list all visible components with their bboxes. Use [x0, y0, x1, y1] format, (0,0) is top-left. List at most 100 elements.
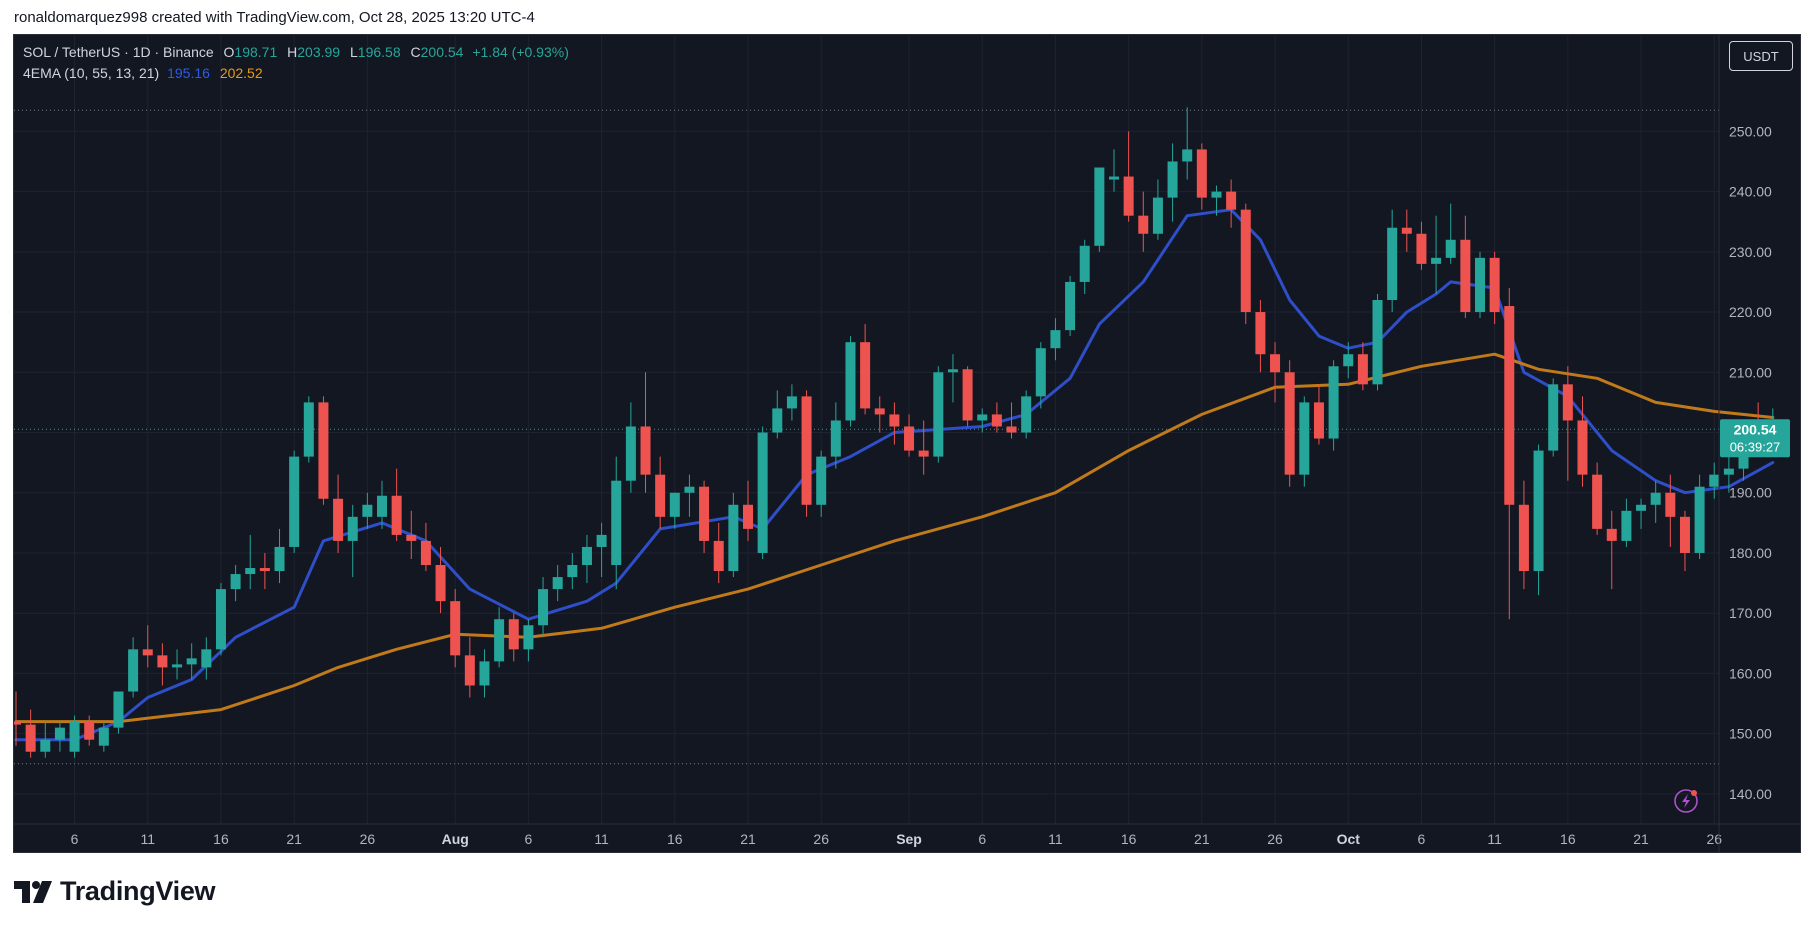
- candle: [69, 715, 80, 758]
- candle: [1109, 149, 1119, 192]
- price-tick-label: 190.00: [1729, 485, 1772, 501]
- indicator-title[interactable]: 4EMA (10, 55, 13, 21): [23, 65, 160, 81]
- candle-body: [947, 369, 958, 373]
- candle-body: [1606, 528, 1617, 541]
- candle: [611, 456, 622, 590]
- lightning-alert-icon[interactable]: [1674, 789, 1698, 813]
- candle-body: [406, 534, 417, 541]
- candle: [1196, 143, 1207, 210]
- candle: [1270, 342, 1281, 403]
- price-tag-value: 200.54: [1734, 421, 1777, 437]
- candle: [1094, 167, 1105, 252]
- candle-body: [904, 426, 915, 451]
- candle: [918, 420, 929, 475]
- candle-body: [1211, 191, 1222, 198]
- price-tick-label: 220.00: [1729, 304, 1772, 320]
- candle: [274, 528, 285, 584]
- candle: [14, 691, 21, 746]
- candle: [830, 402, 841, 469]
- candle-body: [450, 601, 461, 656]
- candle: [25, 709, 36, 758]
- candle: [596, 522, 607, 578]
- candle: [172, 649, 183, 680]
- candle-body: [581, 546, 592, 566]
- chart-panel[interactable]: 140.00 150.00 160.00 170.00 180.00 190.00 200.…: [13, 34, 1801, 853]
- chart-credit: ronaldomarquez998 created with TradingVi…: [14, 9, 535, 26]
- candle-body: [508, 619, 519, 650]
- candle: [1299, 396, 1310, 487]
- candle-body: [362, 504, 373, 517]
- ema-fast-value: 195.16: [167, 65, 210, 81]
- reference-lines: [14, 109, 1719, 765]
- candle-body: [1079, 245, 1090, 282]
- candle: [1387, 209, 1398, 313]
- currency-button[interactable]: USDT: [1729, 41, 1793, 71]
- candle: [1152, 179, 1163, 240]
- candle: [333, 474, 344, 553]
- candle: [538, 577, 549, 638]
- candle-body: [1255, 312, 1266, 355]
- date-tick-label: Oct: [1337, 831, 1361, 847]
- price-tick-label: 210.00: [1729, 364, 1772, 380]
- candle-body: [1050, 330, 1061, 349]
- candle: [113, 691, 124, 734]
- price-chart[interactable]: 140.00 150.00 160.00 170.00 180.00 190.00 200.…: [14, 35, 1800, 852]
- candle-body: [1284, 372, 1295, 475]
- candle: [391, 468, 402, 541]
- candle: [889, 402, 900, 445]
- price-tick-label: 240.00: [1729, 184, 1772, 200]
- candle-body: [845, 342, 856, 421]
- date-tick-label: 16: [667, 831, 683, 847]
- tradingview-logo[interactable]: TradingView: [14, 876, 216, 907]
- candle: [98, 721, 109, 752]
- candle-body: [1431, 257, 1442, 264]
- candle: [1592, 462, 1603, 535]
- date-tick-label: 11: [140, 831, 155, 847]
- candle-body: [1650, 492, 1661, 505]
- candle: [128, 637, 139, 698]
- candle: [157, 643, 168, 686]
- candle: [1065, 275, 1076, 337]
- candle-body: [69, 721, 80, 752]
- candle-body: [1592, 474, 1603, 529]
- date-tick-label: 26: [360, 831, 376, 847]
- candle-body: [377, 495, 387, 517]
- date-tick-label: Aug: [442, 831, 469, 847]
- candle-body: [1226, 191, 1237, 210]
- candle-body: [933, 372, 944, 457]
- candle-body: [567, 565, 578, 578]
- candle-body: [684, 486, 695, 493]
- open-label: O: [223, 44, 235, 60]
- candle: [1504, 287, 1515, 620]
- candle: [1138, 191, 1149, 252]
- candle-body: [743, 504, 753, 529]
- candle: [1475, 251, 1485, 319]
- candle-body: [201, 649, 212, 668]
- candle: [508, 613, 519, 662]
- candle: [786, 384, 797, 421]
- low-label: L: [349, 44, 358, 60]
- candle-body: [128, 649, 139, 692]
- candle: [552, 565, 563, 602]
- candle: [1123, 131, 1134, 222]
- candle-body: [1636, 504, 1647, 511]
- candle-body: [1548, 384, 1559, 451]
- candle: [567, 552, 578, 590]
- close-value: 200.54: [420, 44, 464, 60]
- candle-body: [1533, 450, 1544, 572]
- candle-body: [1475, 257, 1485, 313]
- symbol-title[interactable]: SOL / TetherUS · 1D · Binance: [23, 44, 214, 60]
- candle-body: [1460, 239, 1471, 313]
- candle-body: [1665, 492, 1676, 517]
- candle-body: [699, 486, 710, 541]
- candle-body: [1401, 227, 1412, 234]
- date-tick-label: Sep: [896, 831, 922, 847]
- candle: [684, 474, 695, 517]
- candle: [947, 354, 958, 403]
- candle: [933, 366, 944, 463]
- candle-body: [1372, 300, 1383, 385]
- candle-body: [757, 432, 768, 553]
- candle: [816, 450, 827, 517]
- candle: [259, 552, 270, 590]
- candle-body: [1504, 306, 1515, 505]
